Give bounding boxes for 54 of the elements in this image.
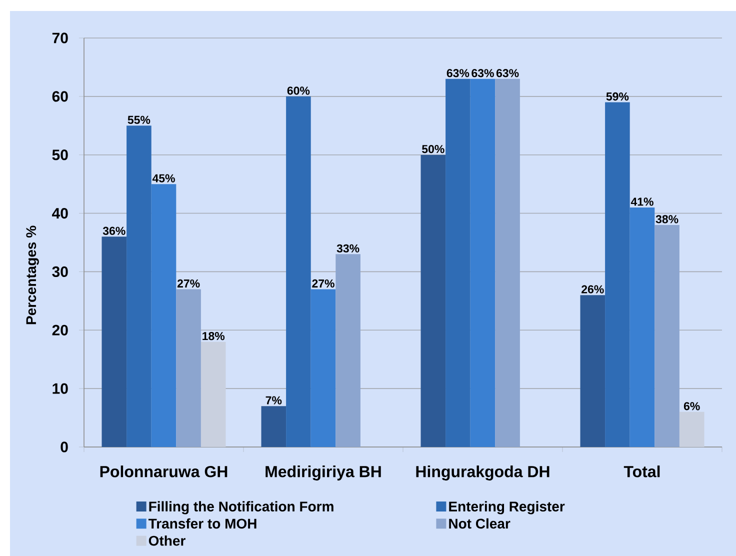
bar — [679, 412, 704, 447]
bar — [446, 78, 470, 447]
data-label: 63% — [446, 69, 470, 78]
data-label: 63% — [496, 69, 519, 78]
bar — [200, 342, 226, 447]
x-tick-label: Polonnaruwa GH — [100, 466, 228, 478]
data-label: 6% — [684, 402, 700, 410]
bar — [102, 236, 127, 447]
bar — [286, 96, 311, 447]
y-tick-label: 20 — [52, 324, 68, 336]
y-tick-label: 40 — [52, 208, 68, 219]
bar — [470, 78, 496, 447]
y-tick-label: 60 — [52, 91, 68, 102]
data-label: 55% — [128, 116, 150, 124]
x-tick-label: Medirigiriya BH — [266, 466, 381, 480]
legend-label: Filling the Notification Form — [149, 501, 334, 514]
data-label: 27% — [177, 279, 200, 288]
y-tick-label: 10 — [52, 383, 68, 394]
data-label: 36% — [102, 226, 126, 235]
data-label: 18% — [202, 332, 225, 340]
x-tick-label: Hingurakgoda DH — [416, 466, 550, 480]
y-tick-label: 30 — [52, 266, 68, 278]
data-label: 7% — [266, 396, 282, 404]
bar — [261, 406, 286, 447]
bar — [126, 126, 152, 447]
data-label: 50% — [422, 145, 444, 154]
legend-label: Not Clear — [449, 518, 510, 529]
y-tick-label: 70 — [52, 32, 68, 44]
y-axis-title: Percentages % — [26, 226, 39, 324]
bar — [495, 78, 520, 447]
data-label: 60% — [287, 86, 310, 95]
bar — [654, 224, 680, 447]
bar — [310, 289, 336, 447]
data-label: 41% — [630, 198, 654, 206]
bar — [580, 295, 606, 447]
y-tick-label: 50 — [52, 150, 68, 160]
y-tick-label: 0 — [60, 442, 68, 452]
data-label: 27% — [312, 279, 334, 288]
data-label: 45% — [152, 174, 175, 182]
legend-label: Transfer to MOH — [148, 518, 256, 529]
data-label: 33% — [336, 244, 360, 252]
x-tick-label: Total — [624, 466, 660, 478]
data-label: 38% — [656, 215, 678, 224]
bar — [420, 154, 446, 447]
bar — [176, 289, 201, 447]
data-label: 26% — [582, 285, 604, 294]
bar — [605, 102, 630, 447]
data-label: 63% — [472, 69, 494, 78]
bar — [151, 184, 176, 447]
legend-label: Other — [148, 535, 186, 546]
data-label: 59% — [606, 92, 629, 101]
bar — [630, 207, 655, 447]
bar — [336, 254, 360, 447]
legend-label: Entering Register — [449, 501, 565, 514]
